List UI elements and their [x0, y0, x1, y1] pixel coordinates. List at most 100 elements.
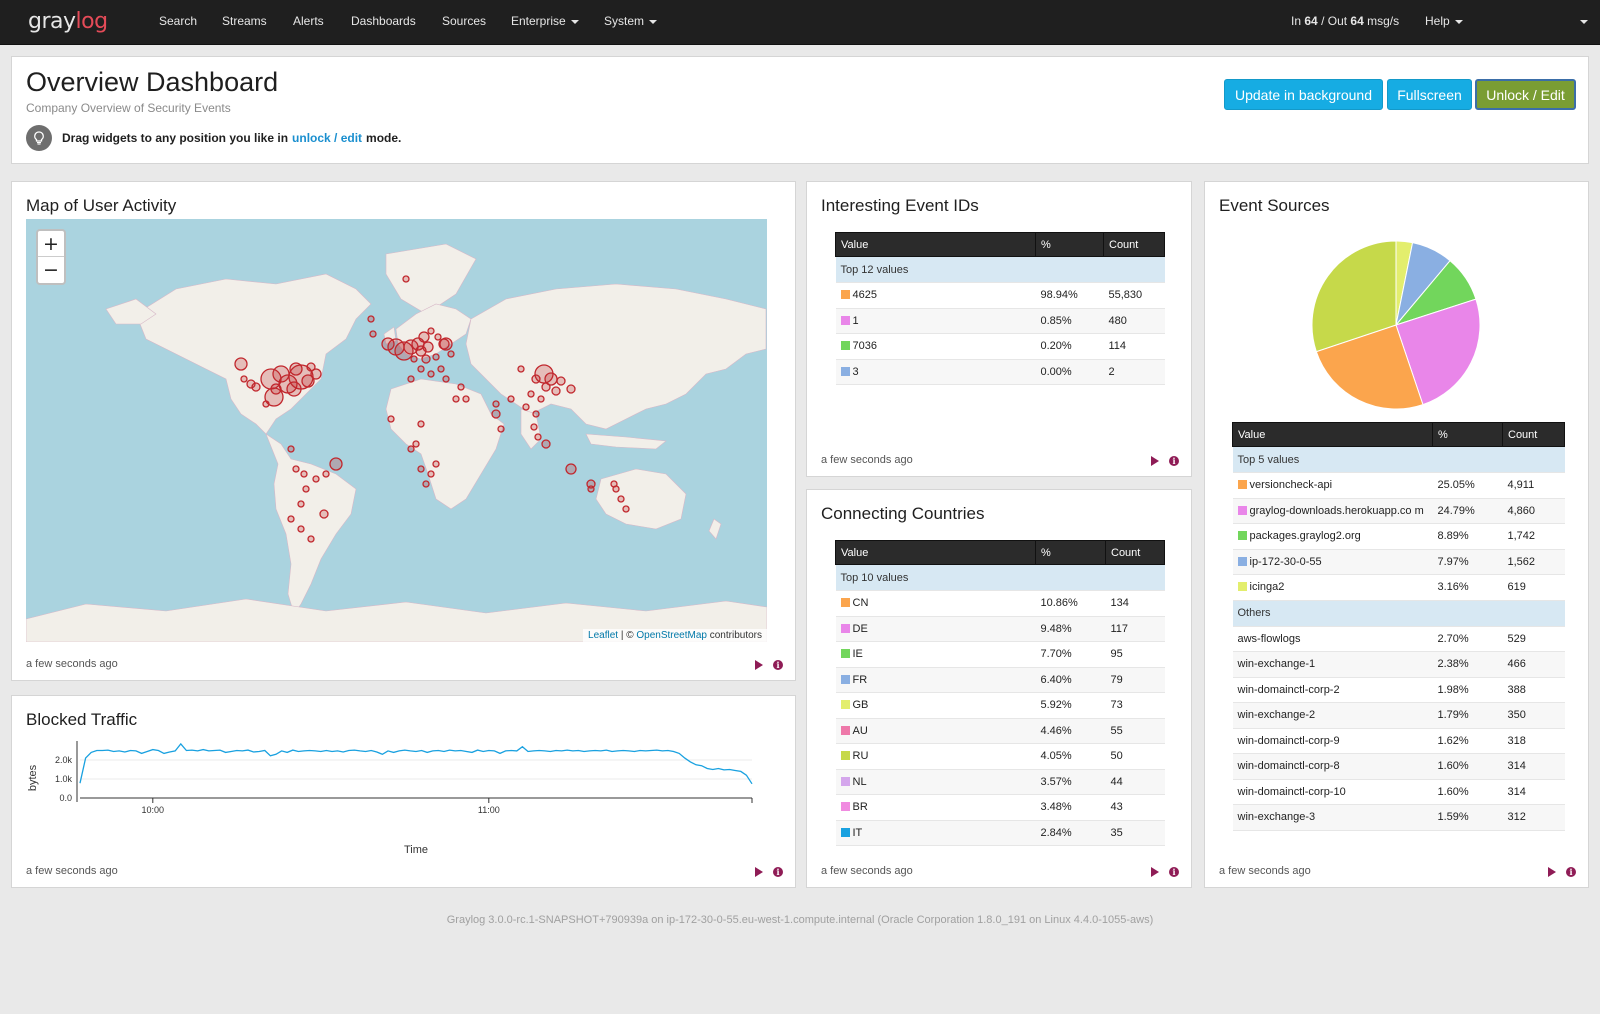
- activity-marker[interactable]: [402, 275, 410, 283]
- replay-search-icon[interactable]: [1151, 456, 1159, 466]
- activity-marker[interactable]: [622, 505, 630, 513]
- column-header-value[interactable]: Value: [835, 232, 1036, 257]
- table-row[interactable]: CN 10.86% 134: [835, 590, 1165, 617]
- pie-slice[interactable]: [1315, 324, 1424, 410]
- table-row[interactable]: win-exchange-2 1.79% 350: [1232, 702, 1565, 729]
- activity-marker[interactable]: [527, 390, 535, 398]
- activity-marker[interactable]: [492, 400, 500, 408]
- activity-marker[interactable]: [422, 480, 430, 488]
- zoom-out-button[interactable]: −: [43, 259, 59, 281]
- info-icon[interactable]: i: [773, 660, 783, 670]
- activity-marker[interactable]: [300, 470, 308, 478]
- activity-marker[interactable]: [410, 355, 418, 363]
- activity-marker[interactable]: [240, 375, 248, 383]
- zoom-in-button[interactable]: +: [38, 231, 64, 257]
- column-header-value[interactable]: Value: [835, 540, 1036, 565]
- activity-marker[interactable]: [541, 382, 551, 392]
- activity-marker[interactable]: [329, 457, 343, 471]
- table-row[interactable]: win-exchange-1 2.38% 466: [1232, 651, 1565, 678]
- table-row[interactable]: packages.graylog2.org 8.89% 1,742: [1232, 523, 1565, 550]
- openstreetmap-link[interactable]: OpenStreetMap: [636, 630, 707, 641]
- activity-marker[interactable]: [234, 357, 248, 371]
- nav-enterprise-dropdown[interactable]: Enterprise: [511, 14, 579, 28]
- activity-marker[interactable]: [407, 375, 415, 383]
- user-menu-dropdown[interactable]: [1575, 14, 1588, 28]
- table-row[interactable]: FR 6.40% 79: [835, 667, 1165, 693]
- activity-marker[interactable]: [432, 353, 440, 361]
- activity-marker[interactable]: [522, 403, 530, 411]
- activity-marker[interactable]: [534, 433, 542, 441]
- unlock-edit-button[interactable]: Unlock / Edit: [1475, 79, 1576, 110]
- table-row[interactable]: BR 3.48% 43: [835, 794, 1165, 821]
- activity-marker[interactable]: [491, 409, 501, 419]
- activity-marker[interactable]: [417, 420, 425, 428]
- info-icon[interactable]: i: [1169, 867, 1179, 877]
- activity-marker[interactable]: [537, 395, 545, 403]
- activity-marker[interactable]: [610, 480, 618, 488]
- activity-marker[interactable]: [312, 475, 320, 483]
- table-row[interactable]: 7036 0.20% 114: [835, 333, 1165, 360]
- activity-marker[interactable]: [251, 382, 261, 392]
- activity-marker[interactable]: [457, 383, 465, 391]
- table-row[interactable]: NL 3.57% 44: [835, 769, 1165, 795]
- activity-marker[interactable]: [439, 337, 453, 351]
- activity-marker[interactable]: [566, 384, 576, 394]
- column-header-percent[interactable]: %: [1432, 422, 1503, 447]
- table-row[interactable]: IT 2.84% 35: [835, 820, 1165, 846]
- activity-marker[interactable]: [306, 362, 316, 372]
- activity-marker[interactable]: [287, 445, 295, 453]
- activity-marker[interactable]: [556, 376, 566, 386]
- table-row[interactable]: win-domainctl-corp-9 1.62% 318: [1232, 728, 1565, 754]
- activity-marker[interactable]: [287, 515, 295, 523]
- activity-marker[interactable]: [432, 460, 440, 468]
- unlock-edit-link[interactable]: unlock / edit: [292, 131, 363, 145]
- table-row[interactable]: RU 4.05% 50: [835, 743, 1165, 770]
- table-row[interactable]: graylog-downloads.herokuapp.co m 24.79% 4,…: [1232, 498, 1565, 524]
- table-row[interactable]: GB 5.92% 73: [835, 692, 1165, 719]
- pie-slice[interactable]: [1311, 240, 1397, 353]
- activity-marker[interactable]: [297, 500, 305, 508]
- activity-marker[interactable]: [292, 465, 300, 473]
- activity-marker[interactable]: [302, 485, 310, 493]
- activity-marker[interactable]: [367, 315, 375, 323]
- table-row[interactable]: AU 4.46% 55: [835, 718, 1165, 744]
- fullscreen-button[interactable]: Fullscreen: [1387, 79, 1472, 110]
- info-icon[interactable]: i: [1566, 867, 1576, 877]
- activity-marker[interactable]: [442, 375, 450, 383]
- activity-marker[interactable]: [417, 465, 425, 473]
- activity-marker[interactable]: [437, 365, 445, 373]
- activity-marker[interactable]: [427, 370, 435, 378]
- activity-marker[interactable]: [434, 333, 442, 341]
- pie-slice[interactable]: [1395, 298, 1481, 406]
- table-row[interactable]: icinga2 3.16% 619: [1232, 574, 1565, 601]
- update-in-background-button[interactable]: Update in background: [1224, 79, 1383, 110]
- table-row[interactable]: versioncheck-api 25.05% 4,911: [1232, 472, 1565, 499]
- table-row[interactable]: 1 0.85% 480: [835, 308, 1165, 334]
- nav-system-dropdown[interactable]: System: [604, 14, 658, 28]
- activity-marker[interactable]: [394, 341, 414, 361]
- activity-marker[interactable]: [517, 365, 525, 373]
- table-row[interactable]: 3 0.00% 2: [835, 359, 1165, 385]
- nav-streams[interactable]: Streams: [222, 14, 267, 28]
- activity-marker[interactable]: [427, 327, 435, 335]
- table-row[interactable]: DE 9.48% 117: [835, 616, 1165, 642]
- activity-marker[interactable]: [530, 423, 538, 431]
- activity-marker[interactable]: [369, 330, 377, 338]
- activity-marker[interactable]: [387, 415, 395, 423]
- replay-search-icon[interactable]: [1548, 867, 1556, 877]
- activity-marker[interactable]: [246, 379, 256, 389]
- info-icon[interactable]: i: [773, 867, 783, 877]
- activity-marker[interactable]: [421, 354, 431, 364]
- activity-marker[interactable]: [427, 470, 435, 478]
- activity-marker[interactable]: [418, 331, 430, 343]
- activity-marker[interactable]: [412, 440, 420, 448]
- nav-search[interactable]: Search: [159, 14, 198, 28]
- leaflet-link[interactable]: Leaflet: [588, 630, 619, 641]
- activity-marker[interactable]: [532, 410, 540, 418]
- activity-marker[interactable]: [417, 365, 425, 373]
- nav-dashboards[interactable]: Dashboards: [351, 14, 416, 28]
- activity-marker[interactable]: [319, 509, 329, 519]
- column-header-count[interactable]: Count: [1103, 232, 1165, 257]
- table-row[interactable]: aws-flowlogs 2.70% 529: [1232, 626, 1565, 652]
- activity-marker[interactable]: [447, 350, 455, 358]
